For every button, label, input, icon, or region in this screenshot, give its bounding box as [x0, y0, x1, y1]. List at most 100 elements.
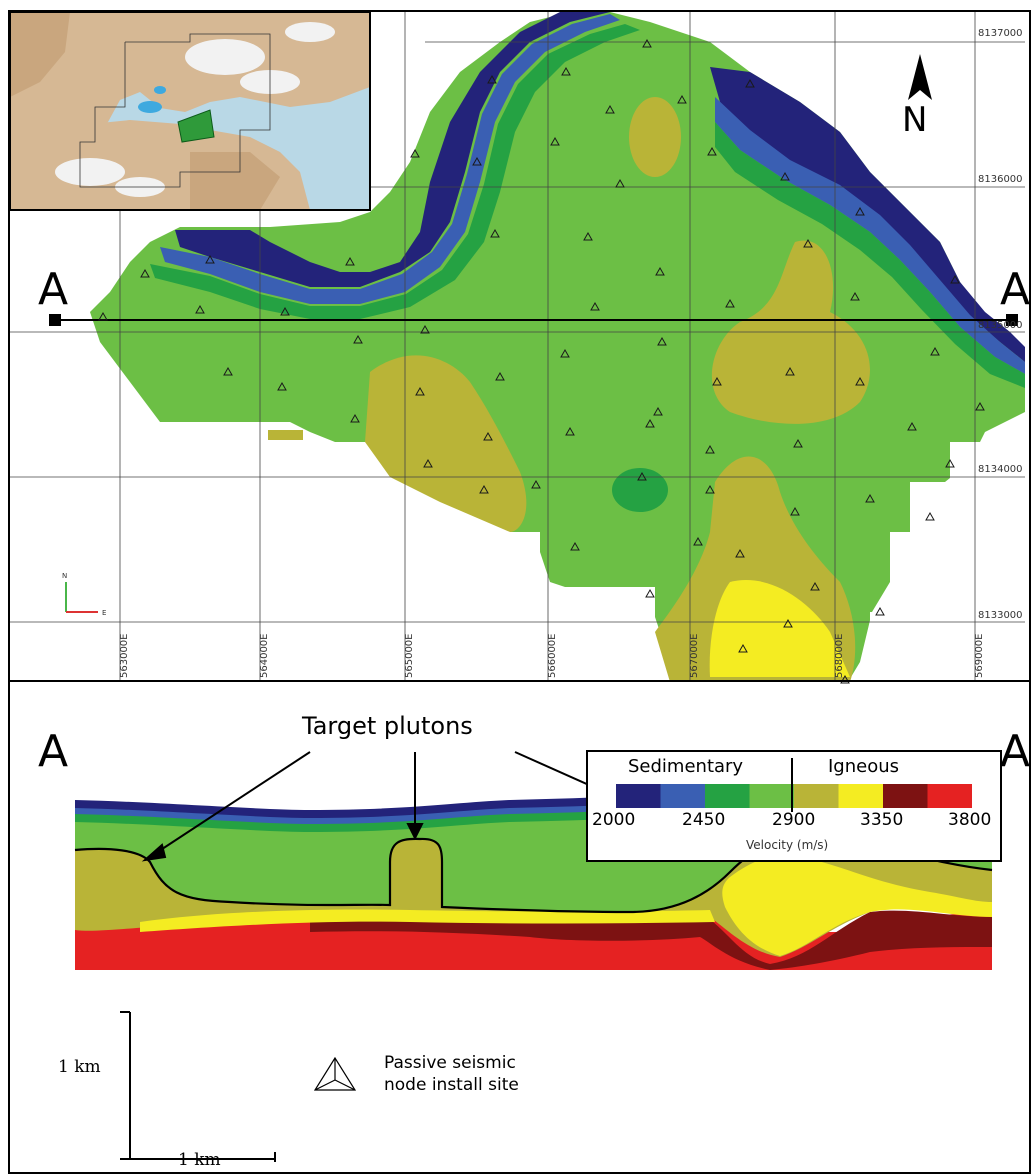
- node-legend-text: Passive seismic node install site: [384, 1052, 519, 1096]
- figure-canvas: 8137000 8136000 8135000 8134000 8133000 …: [10, 12, 1029, 1162]
- seismic-node-icon: [790, 506, 800, 516]
- section-label-a-prime: A': [1000, 726, 1031, 777]
- section-endpoint-a-prime: [1006, 314, 1018, 326]
- seismic-node-icon: [590, 301, 600, 311]
- map-grid: [10, 12, 1025, 680]
- legend-colorbar: [616, 758, 972, 812]
- section-label-a: A: [38, 726, 69, 777]
- seismic-node-icon: [735, 548, 745, 558]
- easting-label: 567000E: [689, 634, 700, 679]
- northing-labels: 8137000 8136000 8135000 8134000 8133000: [978, 28, 1023, 621]
- legend-swatch: [749, 784, 794, 808]
- legend-sedimentary-label: Sedimentary: [628, 756, 744, 777]
- map-band-green-ne: [715, 122, 1025, 388]
- seismic-node-icon: [487, 74, 497, 84]
- seismic-node-icon: [645, 418, 655, 428]
- seismic-node-icon: [657, 336, 667, 346]
- seismic-node-icon: [712, 376, 722, 386]
- seismic-node-icon: [930, 346, 940, 356]
- map-band-blue-ne: [715, 97, 1025, 374]
- seismic-node-icon: [410, 148, 420, 158]
- seismic-node-icon: [615, 178, 625, 188]
- seismic-node-icon: [783, 618, 793, 628]
- seismic-node-icon: [738, 643, 748, 653]
- seismic-node-icon: [803, 238, 813, 248]
- north-arrow-icon: [908, 54, 932, 100]
- legend-swatch: [927, 784, 972, 808]
- legend-tick: 3350: [860, 810, 904, 830]
- seismic-node-icon: [345, 256, 355, 266]
- seismic-node-icon: [531, 479, 541, 489]
- seismic-node-icon: [725, 298, 735, 308]
- legend-tick: 2000: [592, 810, 636, 830]
- seismic-node-icon: [642, 38, 652, 48]
- node-legend-line1: Passive seismic: [384, 1053, 516, 1073]
- inset-location-map: [10, 12, 371, 211]
- seismic-node-icon: [865, 493, 875, 503]
- seismic-node-icon: [205, 254, 215, 264]
- easting-labels: 563000E 564000E 565000E 566000E 567000E …: [119, 634, 985, 679]
- seismic-node-icon: [350, 413, 360, 423]
- map-green-dark-patch: [612, 468, 668, 512]
- seismic-node-icon: [140, 268, 150, 278]
- seismic-node-icon: [495, 371, 505, 381]
- seismic-node-icon: [645, 588, 655, 598]
- seismic-node-icon: [705, 484, 715, 494]
- legend-swatch: [794, 784, 839, 808]
- seismic-node-legend-icon: [313, 1056, 357, 1091]
- map-band-green-nw: [150, 24, 640, 319]
- seismic-node-icon: [907, 421, 917, 431]
- seismic-node-icon: [280, 306, 290, 316]
- easting-label: 564000E: [259, 634, 270, 679]
- seismic-node-icon: [653, 406, 663, 416]
- seismic-node-icon: [277, 381, 287, 391]
- map-band-blue-nw: [160, 14, 620, 304]
- easting-label: 566000E: [547, 634, 558, 679]
- seismic-node-icon: [950, 274, 960, 284]
- seismic-node-icon: [780, 171, 790, 181]
- northing-label: 8135000: [978, 320, 1023, 331]
- figure-frame: 8137000 8136000 8135000 8134000 8133000 …: [8, 10, 1031, 1174]
- seismic-node-icon: [785, 366, 795, 376]
- legend-tick: 2450: [682, 810, 726, 830]
- easting-label: 565000E: [404, 634, 415, 679]
- map-band-dark-nw: [175, 12, 610, 287]
- seismic-node-icon: [745, 78, 755, 88]
- scale-horizontal-label: 1 km: [178, 1150, 221, 1170]
- seismic-node-icon: [490, 228, 500, 238]
- seismic-node-icon: [195, 304, 205, 314]
- northing-label: 8133000: [978, 610, 1023, 621]
- seismic-node-icon: [605, 104, 615, 114]
- mini-axis-north: N: [62, 572, 67, 580]
- seismic-node-icon: [855, 206, 865, 216]
- seismic-node-icon: [793, 438, 803, 448]
- seismic-node-icon: [925, 511, 935, 521]
- northing-label: 8137000: [978, 28, 1023, 39]
- legend-swatch: [838, 784, 883, 808]
- node-legend-line2: node install site: [384, 1075, 519, 1095]
- seismic-node-icon: [423, 458, 433, 468]
- seismic-node-icon: [855, 376, 865, 386]
- northing-label: 8136000: [978, 174, 1023, 185]
- seismic-node-icon: [975, 401, 985, 411]
- target-plutons-label: Target plutons: [302, 712, 473, 740]
- velocity-map: 8137000 8136000 8135000 8134000 8133000 …: [10, 12, 1029, 742]
- seismic-node-icon: [945, 458, 955, 468]
- seismic-node-icon: [637, 471, 647, 481]
- legend-swatch: [616, 784, 661, 808]
- legend-title: Velocity (m/s): [746, 838, 829, 852]
- legend-swatch: [705, 784, 750, 808]
- seismic-node-icon: [677, 94, 687, 104]
- seismic-node-icon: [850, 291, 860, 301]
- seismic-node-icon: [98, 311, 108, 321]
- legend-swatch: [883, 784, 928, 808]
- seismic-nodes: [98, 38, 985, 684]
- easting-label: 568000E: [834, 634, 845, 679]
- seismic-node-icon: [479, 484, 489, 494]
- map-label-a: A: [38, 264, 69, 315]
- seismic-node-icon: [693, 536, 703, 546]
- seismic-node-icon: [353, 334, 363, 344]
- seismic-node-icon: [655, 266, 665, 276]
- seismic-node-icon: [420, 324, 430, 334]
- seismic-node-icon: [810, 581, 820, 591]
